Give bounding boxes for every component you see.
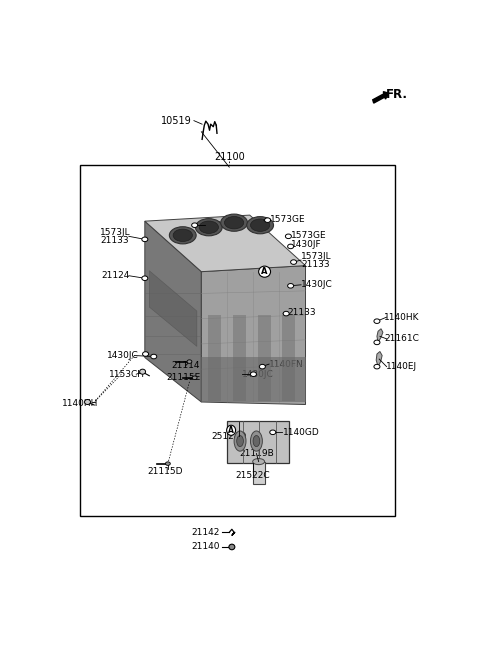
Ellipse shape <box>288 244 294 249</box>
Polygon shape <box>377 329 383 342</box>
Ellipse shape <box>199 221 218 234</box>
Ellipse shape <box>221 214 248 232</box>
Bar <box>208 315 221 401</box>
Ellipse shape <box>247 216 274 234</box>
Text: A: A <box>228 426 234 435</box>
Text: 1430JF: 1430JF <box>205 220 236 230</box>
Text: 1573GE: 1573GE <box>270 215 306 224</box>
Text: 1430JC: 1430JC <box>107 351 138 360</box>
Bar <box>282 315 296 401</box>
Bar <box>258 315 271 401</box>
Text: 21161C: 21161C <box>384 335 419 343</box>
Bar <box>233 315 246 401</box>
Text: 21522C: 21522C <box>235 471 270 480</box>
Text: 21140: 21140 <box>192 543 220 552</box>
Ellipse shape <box>251 431 263 451</box>
Ellipse shape <box>169 227 196 244</box>
Text: 1140FN: 1140FN <box>269 359 304 369</box>
Text: 21114: 21114 <box>171 361 200 370</box>
Text: 21133: 21133 <box>101 236 130 245</box>
Ellipse shape <box>195 218 222 236</box>
Ellipse shape <box>270 430 276 434</box>
Ellipse shape <box>290 260 297 264</box>
Ellipse shape <box>251 372 256 377</box>
Text: 21124: 21124 <box>101 271 129 280</box>
Bar <box>227 421 289 462</box>
Text: FR.: FR. <box>386 89 408 102</box>
Text: 1430JC: 1430JC <box>241 370 273 379</box>
Ellipse shape <box>84 400 91 405</box>
Text: 21133: 21133 <box>287 308 315 317</box>
Ellipse shape <box>237 436 243 447</box>
Ellipse shape <box>192 376 197 380</box>
Bar <box>81 165 395 516</box>
Text: 21133: 21133 <box>301 260 330 268</box>
Polygon shape <box>145 221 202 402</box>
Ellipse shape <box>264 218 271 222</box>
Text: 1430JF: 1430JF <box>290 240 321 249</box>
Text: 1140GD: 1140GD <box>282 428 319 437</box>
Ellipse shape <box>288 283 294 288</box>
Ellipse shape <box>192 223 198 228</box>
Ellipse shape <box>374 364 380 369</box>
Polygon shape <box>202 266 305 405</box>
Ellipse shape <box>187 360 192 363</box>
Text: 1573JL: 1573JL <box>100 228 131 237</box>
Polygon shape <box>149 271 197 346</box>
Ellipse shape <box>251 219 270 232</box>
Ellipse shape <box>142 237 148 241</box>
Ellipse shape <box>234 431 246 451</box>
Text: 25124D: 25124D <box>212 432 247 441</box>
Text: 21142: 21142 <box>192 528 220 537</box>
Ellipse shape <box>259 364 265 369</box>
Ellipse shape <box>166 462 170 465</box>
Text: 21100: 21100 <box>214 152 245 162</box>
Text: 21115E: 21115E <box>167 373 201 382</box>
Bar <box>252 462 264 484</box>
Text: A: A <box>261 267 268 276</box>
Bar <box>202 357 306 402</box>
Text: 1430JC: 1430JC <box>301 280 333 289</box>
Ellipse shape <box>283 312 289 316</box>
Text: 21119B: 21119B <box>240 449 275 458</box>
Text: 1573JL: 1573JL <box>301 252 332 261</box>
Ellipse shape <box>151 354 157 359</box>
Ellipse shape <box>142 276 148 281</box>
Polygon shape <box>376 352 382 367</box>
Ellipse shape <box>374 319 380 323</box>
Text: 1140EJ: 1140EJ <box>386 362 417 371</box>
Polygon shape <box>145 215 305 272</box>
Ellipse shape <box>173 229 192 241</box>
Ellipse shape <box>259 266 271 277</box>
Ellipse shape <box>140 369 145 374</box>
Text: 1573GE: 1573GE <box>290 231 326 240</box>
Text: 10519: 10519 <box>161 115 192 126</box>
Text: 21115D: 21115D <box>147 467 183 476</box>
Ellipse shape <box>225 216 244 229</box>
Text: 1140HH: 1140HH <box>62 398 99 407</box>
Ellipse shape <box>374 340 380 344</box>
Ellipse shape <box>227 425 236 436</box>
FancyArrow shape <box>373 92 388 103</box>
Ellipse shape <box>252 459 264 464</box>
Ellipse shape <box>229 544 235 550</box>
Ellipse shape <box>143 352 149 356</box>
Text: 1140HK: 1140HK <box>384 313 419 321</box>
Text: 1153CH: 1153CH <box>109 370 145 379</box>
Ellipse shape <box>253 436 260 447</box>
Ellipse shape <box>286 234 291 239</box>
